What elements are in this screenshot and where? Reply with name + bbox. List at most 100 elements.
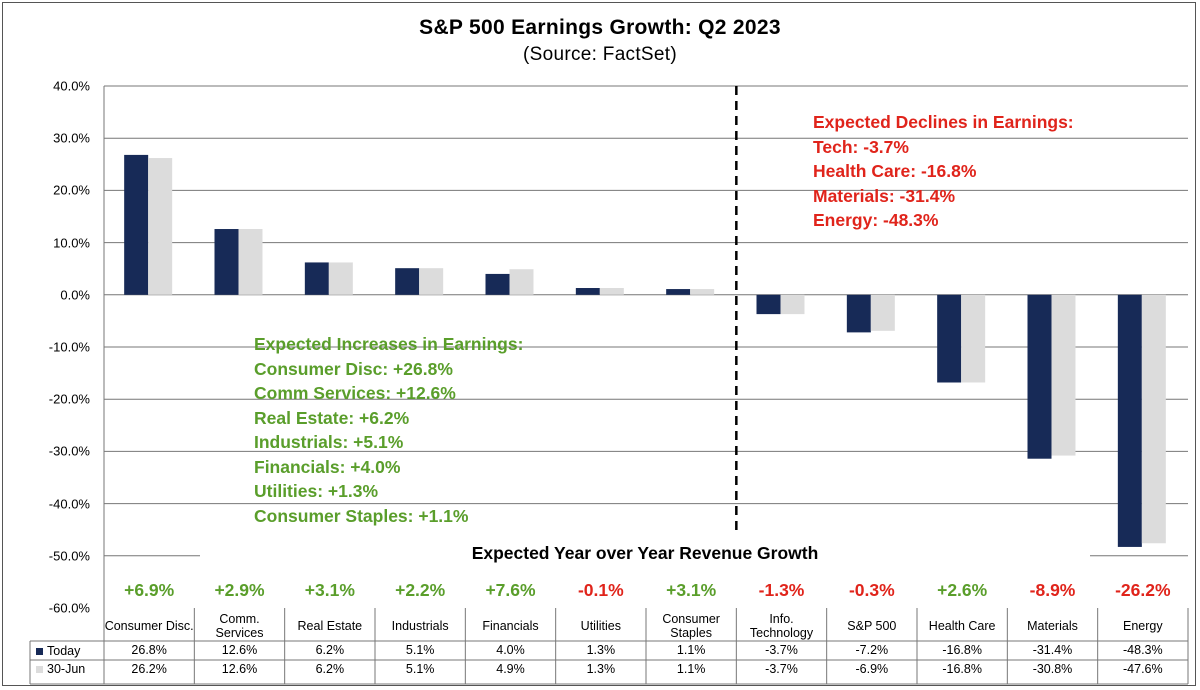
bar-today xyxy=(485,273,510,295)
y-tick-label: 0.0% xyxy=(60,287,90,303)
bar-today xyxy=(937,294,962,383)
increase-line: Comm Services: +12.6% xyxy=(254,383,456,403)
revenue-growth-value: -1.3% xyxy=(758,580,805,600)
table-cell-today: -3.7% xyxy=(765,643,798,657)
chart-subtitle: (Source: FactSet) xyxy=(523,44,677,65)
increase-line: Expected Increases in Earnings: xyxy=(254,334,524,354)
category-label: S&P 500 xyxy=(847,619,897,633)
y-tick-label: -60.0% xyxy=(48,600,90,616)
increase-line: Real Estate: +6.2% xyxy=(254,407,410,428)
bar-jun30 xyxy=(961,294,986,383)
increase-line: Consumer Staples: +1.1% xyxy=(254,505,469,526)
table-cell-jun30: -30.8% xyxy=(1032,662,1073,676)
increase-line: Industrials: +5.1% xyxy=(254,432,404,452)
revenue-growth-value: -0.1% xyxy=(577,580,624,600)
table-cell-jun30: 12.6% xyxy=(221,662,258,676)
bar-today xyxy=(1027,294,1052,459)
table-cell-today: 12.6% xyxy=(221,643,258,657)
category-label: Energy xyxy=(1123,619,1163,633)
y-tick-label: -10.0% xyxy=(48,339,90,355)
revenue-growth-value: +3.1% xyxy=(666,580,717,600)
decline-line: Health Care: -16.8% xyxy=(813,161,977,181)
revenue-growth-value: +2.9% xyxy=(214,580,265,600)
table-cell-today: 5.1% xyxy=(405,643,435,657)
bar-jun30 xyxy=(328,262,353,295)
bar-today xyxy=(666,289,691,295)
revenue-growth-title: Expected Year over Year Revenue Growth xyxy=(471,543,819,563)
category-label: Comm. Services xyxy=(215,612,264,640)
table-cell-today: -16.8% xyxy=(942,643,982,657)
y-tick-label: 30.0% xyxy=(53,130,90,146)
y-tick-label: -30.0% xyxy=(48,443,90,459)
category-label: Real Estate xyxy=(297,619,363,633)
bar-jun30 xyxy=(509,269,534,295)
bar-jun30 xyxy=(1141,294,1166,544)
table-cell-jun30: 6.2% xyxy=(315,662,345,676)
table-cell-today: 6.2% xyxy=(315,643,345,657)
table-cell-today: -48.3% xyxy=(1123,643,1163,657)
table-cell-jun30: 5.1% xyxy=(405,662,435,676)
bar-jun30 xyxy=(870,294,895,331)
bar-today xyxy=(395,268,420,295)
bar-jun30 xyxy=(1051,294,1076,456)
revenue-growth-value: +3.1% xyxy=(304,580,355,600)
table-cell-jun30: -3.7% xyxy=(765,662,798,676)
y-tick-label: -50.0% xyxy=(48,548,90,564)
bar-today xyxy=(214,229,239,295)
chart-title: S&P 500 Earnings Growth: Q2 2023 xyxy=(419,16,781,39)
category-label: Info. Technology xyxy=(749,612,814,640)
legend-jun30-label: 30-Jun xyxy=(47,662,86,676)
table-cell-jun30: 1.1% xyxy=(676,662,706,676)
legend-today-label: Today xyxy=(47,644,81,658)
table-cell-jun30: 4.9% xyxy=(496,662,525,676)
bar-jun30 xyxy=(780,294,805,315)
decline-line: Materials: -31.4% xyxy=(813,185,956,206)
increase-line: Utilities: +1.3% xyxy=(254,481,379,501)
table-cell-today: 1.3% xyxy=(586,643,616,657)
decline-line: Tech: -3.7% xyxy=(813,136,909,157)
revenue-growth-value: -8.9% xyxy=(1029,580,1076,600)
revenue-growth-value: +2.6% xyxy=(937,580,988,600)
table-cell-jun30: -47.6% xyxy=(1123,662,1163,676)
jun30-swatch xyxy=(36,665,43,673)
today-swatch xyxy=(36,647,43,655)
increase-line: Consumer Disc: +26.8% xyxy=(254,358,453,379)
increases-annotation: Expected Increases in Earnings: Consumer … xyxy=(254,332,523,528)
revenue-growth-value: +2.2% xyxy=(395,580,446,600)
bar-today xyxy=(575,288,600,295)
legend-today: Today xyxy=(36,642,114,660)
bar-jun30 xyxy=(148,158,173,295)
y-tick-label: 40.0% xyxy=(53,78,90,94)
table-cell-today: 1.1% xyxy=(676,643,706,657)
table-cell-today: 26.8% xyxy=(131,643,167,657)
revenue-growth-value: +7.6% xyxy=(485,580,536,600)
bar-today xyxy=(846,294,871,333)
table-cell-today: -7.2% xyxy=(855,643,889,657)
y-tick-label: -40.0% xyxy=(48,496,90,512)
category-label: Financials xyxy=(482,619,539,633)
category-label: Industrials xyxy=(391,619,449,633)
category-label: Consumer Disc. xyxy=(104,619,194,633)
table-cell-jun30: -6.9% xyxy=(855,662,889,676)
bar-jun30 xyxy=(690,289,715,295)
revenue-growth-value: -0.3% xyxy=(848,580,895,600)
category-label: Utilities xyxy=(580,619,621,633)
y-tick-label: -20.0% xyxy=(48,391,90,407)
category-label: Materials xyxy=(1027,619,1078,633)
table-cell-jun30: -16.8% xyxy=(942,662,982,676)
bar-today xyxy=(124,154,149,295)
bar-jun30 xyxy=(238,229,263,295)
decline-line: Energy: -48.3% xyxy=(813,210,939,230)
category-label: Health Care xyxy=(928,619,996,633)
y-tick-label: 10.0% xyxy=(53,235,90,251)
table-cell-today: -31.4% xyxy=(1032,643,1073,657)
revenue-growth-value: +6.9% xyxy=(124,580,175,600)
table-cell-today: 4.0% xyxy=(496,643,525,657)
bar-today xyxy=(304,262,329,295)
y-tick-label: 20.0% xyxy=(53,182,90,198)
bar-jun30 xyxy=(419,268,444,295)
bar-today xyxy=(756,294,781,315)
revenue-growth-value: -26.2% xyxy=(1115,580,1171,600)
